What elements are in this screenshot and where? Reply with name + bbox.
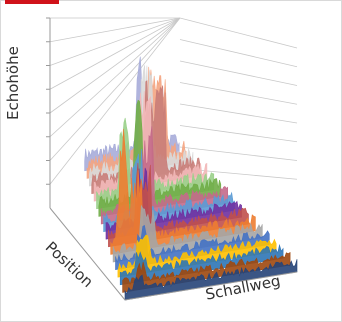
grid-line	[49, 17, 181, 161]
series-6-area	[98, 99, 222, 217]
grid-line	[179, 146, 298, 161]
grid-line	[179, 82, 298, 105]
axes-lines	[46, 17, 298, 301]
grid-line	[179, 17, 298, 49]
series-16-area	[122, 251, 291, 293]
grid-line	[49, 17, 181, 185]
grid-line	[49, 17, 181, 43]
grid-line	[179, 125, 298, 143]
grid-line	[49, 17, 181, 66]
series-11-area	[110, 128, 256, 255]
grid-line	[49, 17, 181, 114]
x-axis-line	[124, 271, 298, 301]
grid-line	[179, 39, 298, 68]
grid-lines	[49, 17, 298, 185]
series-group	[84, 56, 298, 301]
series-17-area	[124, 259, 298, 301]
grid-line	[49, 17, 181, 138]
accent-bar	[5, 0, 59, 4]
grid-line	[49, 17, 181, 90]
z-axis-line	[49, 207, 126, 301]
grid-line	[179, 60, 298, 86]
series-15-area	[119, 243, 284, 286]
grid-line	[179, 103, 298, 124]
y-axis-label: Echohöhe	[4, 46, 22, 120]
